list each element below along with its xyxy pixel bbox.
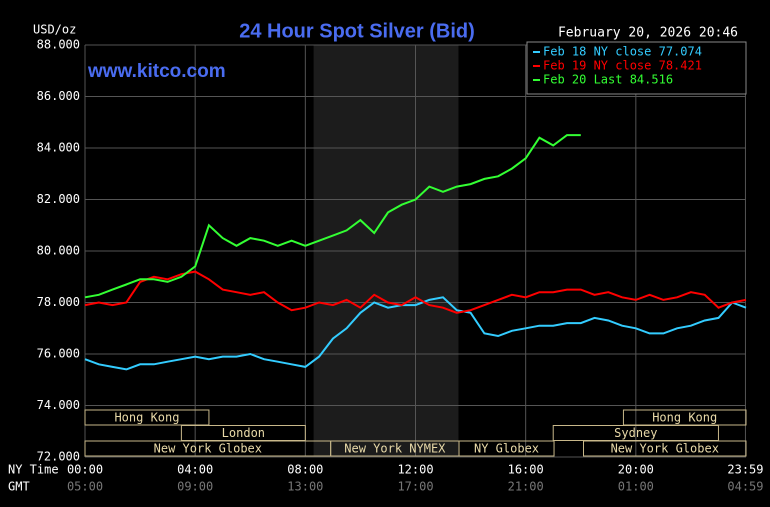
- session-label: New York Globex: [611, 442, 719, 456]
- x-tick-label: 12:00: [397, 463, 433, 477]
- x-tick-label: 23:59: [727, 463, 763, 477]
- session-label: New York Globex: [154, 442, 262, 456]
- session-bar: [84, 409, 210, 426]
- x2-tick-label: 05:00: [67, 480, 103, 494]
- session-label: NY Globex: [474, 442, 539, 456]
- y-tick-label: 76.000: [37, 347, 80, 361]
- x2-tick-label: 13:00: [287, 480, 323, 494]
- x-tick-label: 08:00: [287, 463, 323, 477]
- y-tick-label: 72.000: [37, 450, 80, 464]
- y-axis-label: USD/oz: [33, 23, 76, 37]
- y-tick-label: 88.000: [37, 38, 80, 52]
- y-tick-label: 86.000: [37, 89, 80, 103]
- y-tick-label: 80.000: [37, 244, 80, 258]
- x2-tick-label: 01:00: [618, 480, 654, 494]
- session-label: Sydney: [614, 426, 657, 440]
- watermark: www.kitco.com: [87, 61, 226, 82]
- series-line: [84, 134, 581, 299]
- y-tick-label: 74.000: [37, 398, 80, 412]
- y-tick-label: 84.000: [37, 141, 80, 155]
- session-label: Hong Kong: [114, 411, 179, 425]
- session-bar: [583, 440, 747, 457]
- y-tick-label: 82.000: [37, 192, 80, 206]
- x2-tick-label: 21:00: [508, 480, 544, 494]
- session-label: Hong Kong: [652, 411, 717, 425]
- x2-tick-label: 17:00: [397, 480, 433, 494]
- legend-label: Feb 19 NY close 78.421: [543, 59, 702, 73]
- session-bar: [458, 440, 555, 457]
- x2-axis-label: GMT: [8, 480, 30, 494]
- legend-label: Feb 20 Last 84.516: [543, 73, 673, 87]
- x2-tick-label: 09:00: [177, 480, 213, 494]
- session-label: London: [222, 426, 265, 440]
- x-tick-label: 00:00: [67, 463, 103, 477]
- session-label: New York NYMEX: [344, 442, 446, 456]
- x-tick-label: 16:00: [508, 463, 544, 477]
- legend-box: [526, 41, 747, 95]
- date: February 20, 2026 20:46: [558, 26, 738, 41]
- x-tick-label: 04:00: [177, 463, 213, 477]
- chart-title: 24 Hour Spot Silver (Bid): [239, 20, 475, 42]
- x-axis-label: NY Time: [8, 463, 59, 477]
- x2-tick-label: 04:59: [727, 480, 763, 494]
- legend-label: Feb 18 NY close 77.074: [543, 45, 702, 59]
- series-line: [84, 270, 747, 314]
- series-line: [84, 296, 747, 371]
- y-tick-label: 78.000: [37, 295, 80, 309]
- x-tick-label: 20:00: [618, 463, 654, 477]
